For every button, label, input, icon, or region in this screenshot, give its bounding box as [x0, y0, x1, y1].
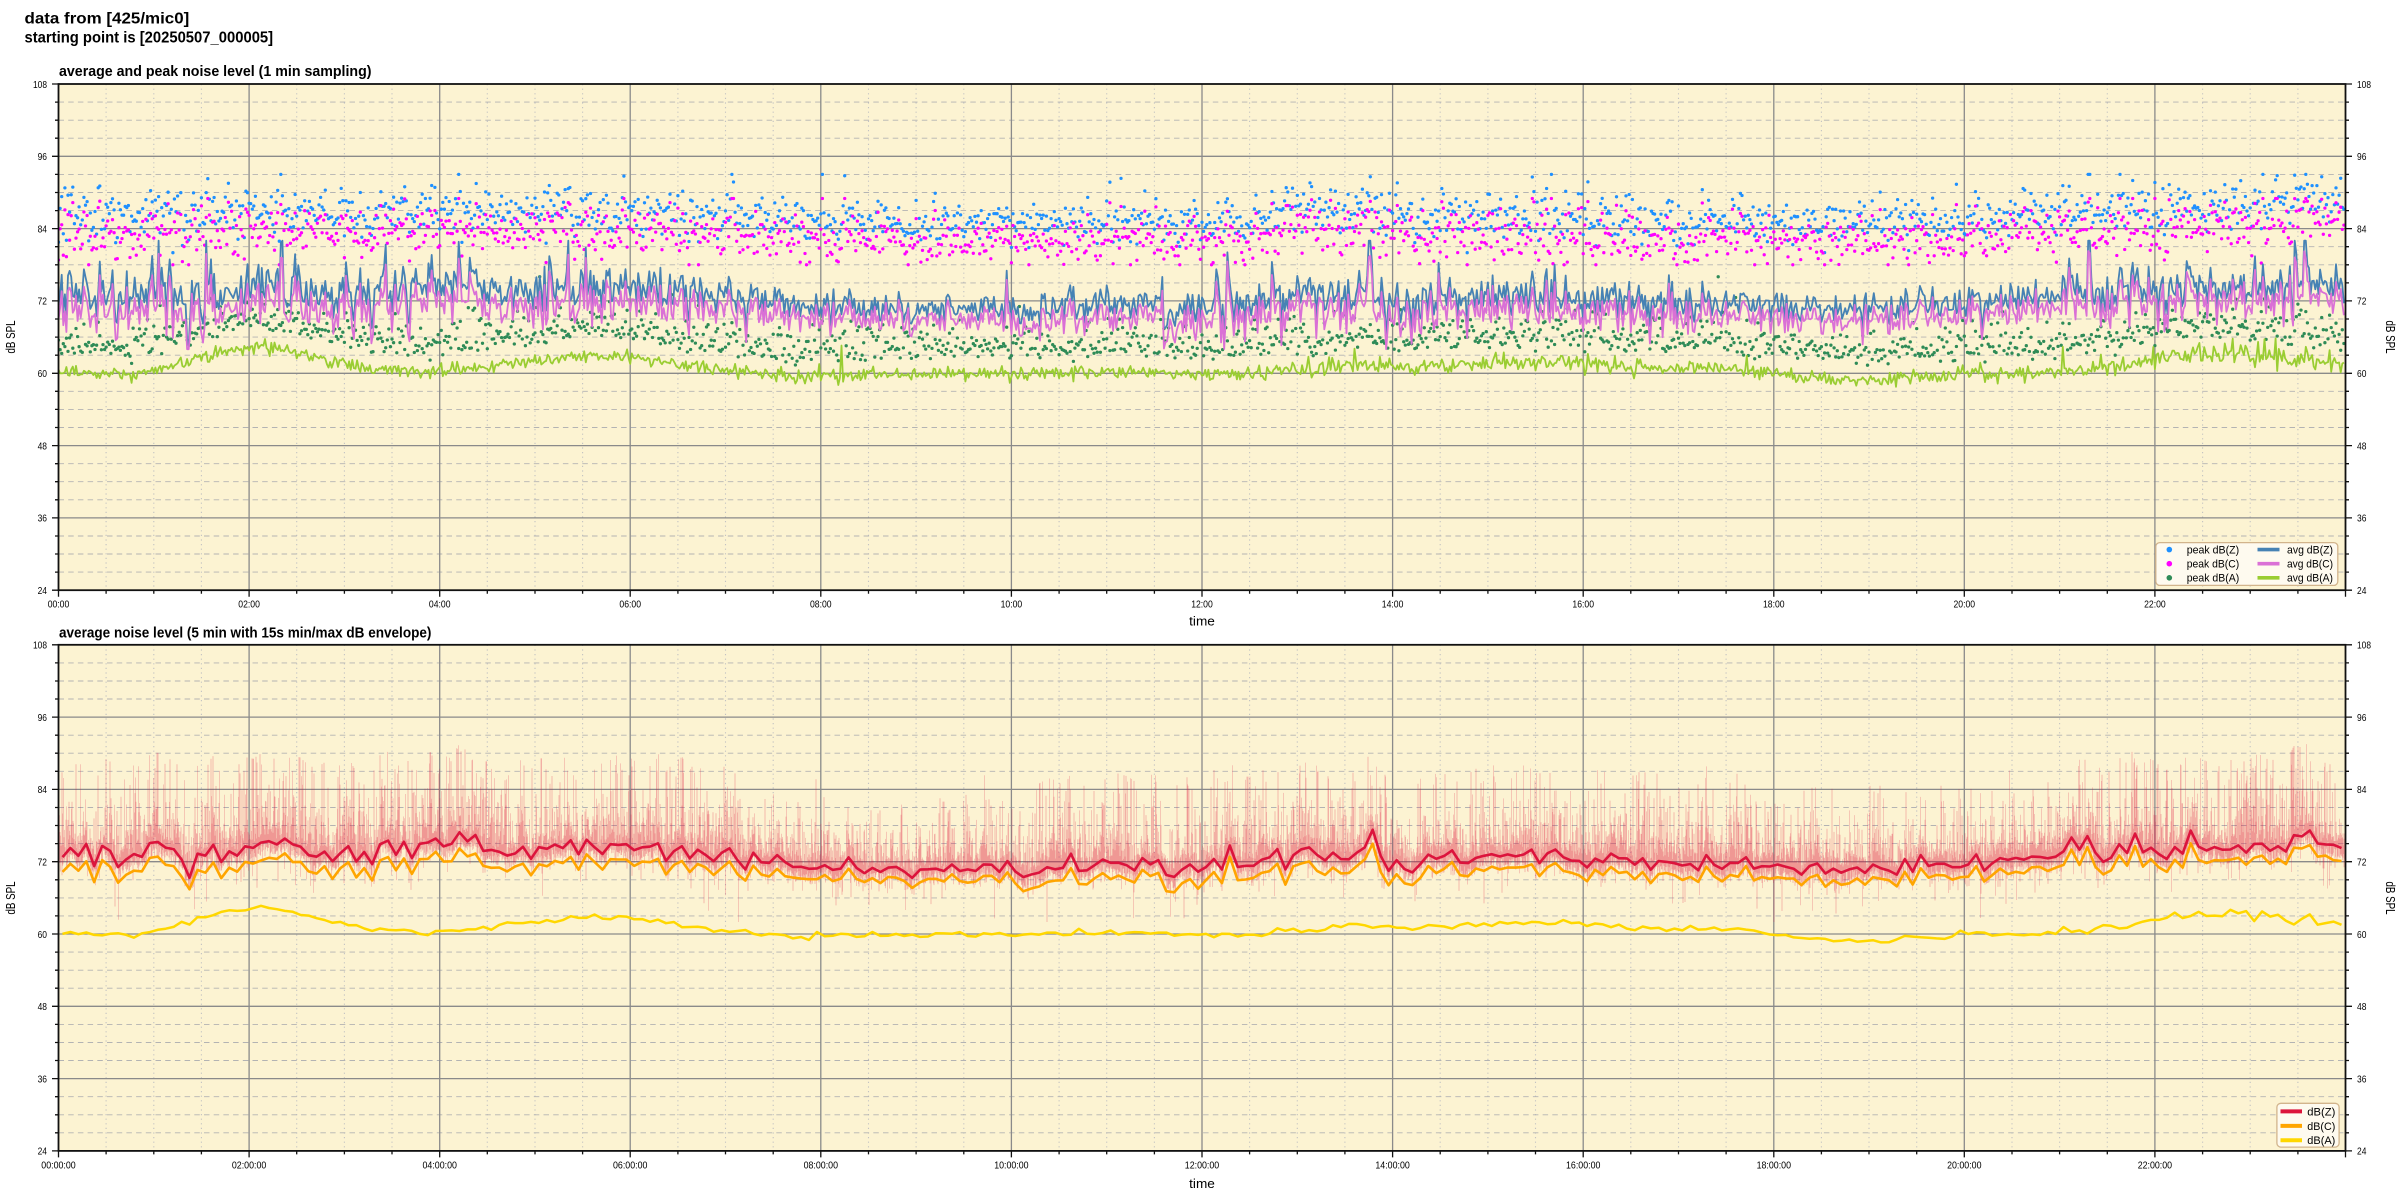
svg-text:24: 24 — [2357, 585, 2367, 597]
svg-text:avg dB(C): avg dB(C) — [2287, 559, 2333, 571]
svg-text:22:00: 22:00 — [2144, 599, 2166, 611]
svg-text:dB SPL: dB SPL — [2383, 882, 2398, 915]
svg-text:data from [425/mic0]: data from [425/mic0] — [25, 10, 190, 27]
svg-text:04:00:00: 04:00:00 — [423, 1159, 458, 1171]
svg-text:84: 84 — [38, 784, 48, 796]
svg-text:72: 72 — [2357, 857, 2367, 869]
svg-text:36: 36 — [2357, 1073, 2367, 1085]
svg-text:avg dB(A): avg dB(A) — [2287, 573, 2333, 585]
svg-text:04:00: 04:00 — [429, 599, 451, 611]
svg-text:108: 108 — [2357, 640, 2371, 652]
svg-text:average and peak noise level (: average and peak noise level (1 min samp… — [59, 64, 372, 80]
svg-text:60: 60 — [38, 368, 48, 380]
svg-text:14:00: 14:00 — [1382, 599, 1404, 611]
svg-text:12:00:00: 12:00:00 — [1185, 1159, 1220, 1171]
svg-text:96: 96 — [38, 712, 48, 724]
svg-text:02:00: 02:00 — [238, 599, 260, 611]
svg-text:peak dB(C): peak dB(C) — [2187, 559, 2240, 571]
svg-text:18:00:00: 18:00:00 — [1757, 1159, 1792, 1171]
svg-text:dB(A): dB(A) — [2307, 1135, 2335, 1147]
svg-text:96: 96 — [2357, 712, 2367, 724]
svg-text:02:00:00: 02:00:00 — [232, 1159, 267, 1171]
svg-text:06:00:00: 06:00:00 — [613, 1159, 648, 1171]
svg-text:10:00:00: 10:00:00 — [994, 1159, 1029, 1171]
svg-text:36: 36 — [38, 1073, 48, 1085]
svg-text:24: 24 — [38, 1146, 48, 1158]
svg-text:108: 108 — [33, 640, 47, 652]
svg-text:22:00:00: 22:00:00 — [2138, 1159, 2173, 1171]
svg-text:60: 60 — [2357, 368, 2367, 380]
svg-text:48: 48 — [2357, 1001, 2367, 1013]
svg-text:108: 108 — [2357, 79, 2371, 91]
svg-text:60: 60 — [38, 929, 48, 941]
svg-text:84: 84 — [2357, 784, 2367, 796]
svg-text:00:00: 00:00 — [48, 599, 70, 611]
svg-text:72: 72 — [38, 296, 48, 308]
svg-text:36: 36 — [2357, 513, 2367, 525]
svg-text:peak dB(Z): peak dB(Z) — [2187, 545, 2240, 557]
svg-text:72: 72 — [2357, 296, 2367, 308]
svg-text:48: 48 — [38, 1001, 48, 1013]
svg-text:dB SPL: dB SPL — [3, 321, 18, 354]
svg-text:60: 60 — [2357, 929, 2367, 941]
svg-text:108: 108 — [33, 79, 47, 91]
svg-text:24: 24 — [38, 585, 48, 597]
svg-text:dB SPL: dB SPL — [3, 882, 18, 915]
svg-text:16:00:00: 16:00:00 — [1566, 1159, 1601, 1171]
svg-text:10:00: 10:00 — [1001, 599, 1023, 611]
svg-text:average noise level (5 min wit: average noise level (5 min with 15s min/… — [59, 625, 432, 641]
svg-text:20:00:00: 20:00:00 — [1947, 1159, 1982, 1171]
svg-text:72: 72 — [38, 857, 48, 869]
svg-text:96: 96 — [2357, 151, 2367, 163]
svg-text:84: 84 — [2357, 223, 2367, 235]
svg-text:06:00: 06:00 — [619, 599, 641, 611]
svg-text:12:00: 12:00 — [1191, 599, 1213, 611]
svg-text:20:00: 20:00 — [1954, 599, 1976, 611]
svg-text:dB SPL: dB SPL — [2383, 321, 2398, 354]
svg-text:24: 24 — [2357, 1146, 2367, 1158]
svg-text:time: time — [1189, 613, 1215, 628]
svg-text:08:00:00: 08:00:00 — [804, 1159, 839, 1171]
svg-text:starting point is [20250507_00: starting point is [20250507_000005] — [25, 30, 274, 47]
svg-text:96: 96 — [38, 151, 48, 163]
svg-text:48: 48 — [2357, 440, 2367, 452]
svg-text:00:00:00: 00:00:00 — [41, 1159, 76, 1171]
svg-text:peak dB(A): peak dB(A) — [2187, 573, 2240, 585]
svg-text:14:00:00: 14:00:00 — [1375, 1159, 1410, 1171]
svg-text:dB(C): dB(C) — [2307, 1121, 2335, 1133]
svg-text:time: time — [1189, 1176, 1215, 1191]
svg-text:18:00: 18:00 — [1763, 599, 1785, 611]
svg-text:avg dB(Z): avg dB(Z) — [2287, 545, 2333, 557]
svg-text:dB(Z): dB(Z) — [2307, 1106, 2335, 1118]
svg-text:08:00: 08:00 — [810, 599, 832, 611]
svg-text:48: 48 — [38, 440, 48, 452]
svg-text:84: 84 — [38, 223, 48, 235]
svg-text:16:00: 16:00 — [1572, 599, 1594, 611]
svg-text:36: 36 — [38, 513, 48, 525]
